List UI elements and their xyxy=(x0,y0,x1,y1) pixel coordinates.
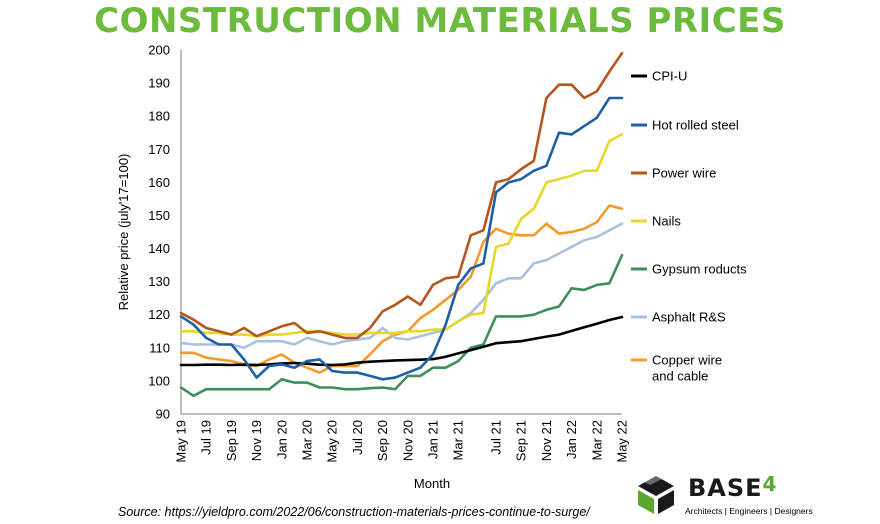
x-axis-ticks: May 19 Jul 19 Sep 19 Nov 19 Jan 20 Mar 20 May … xyxy=(174,420,630,463)
x-tick-label: Jan 20 xyxy=(274,420,289,459)
series-line-5 xyxy=(179,222,624,350)
logo-wordmark: BASE4 xyxy=(688,472,778,502)
legend-label: Nails xyxy=(652,214,681,229)
x-tick-label: Mar 20 xyxy=(300,420,315,460)
y-tick-label: 130 xyxy=(148,274,170,289)
legend-label: Power wire xyxy=(652,166,716,181)
legend-label: CPI-U xyxy=(652,69,687,84)
x-tick-label: May 22 xyxy=(615,420,630,463)
legend: CPI-U Hot rolled steel Power wire Nails Gyps… xyxy=(631,69,747,384)
legend-label: Gypsum roducts xyxy=(652,262,747,277)
x-tick-label: Sep 21 xyxy=(514,420,529,461)
base4-logo: BASE4 Architects | Engineers | Designers xyxy=(628,472,868,522)
legend-label: Hot rolled steel xyxy=(652,118,739,133)
series-line-0 xyxy=(179,315,624,367)
x-tick-label: Nov 21 xyxy=(539,420,554,461)
y-tick-label: 100 xyxy=(148,373,170,388)
y-tick-label: 180 xyxy=(148,109,170,124)
x-tick-label: May 20 xyxy=(325,420,340,463)
x-tick-label: Jul 20 xyxy=(350,420,365,455)
y-tick-label: 120 xyxy=(148,307,170,322)
series-line-4 xyxy=(179,253,624,398)
y-axis-label: Relative price (july'17=100) xyxy=(116,154,131,311)
series-lines xyxy=(179,51,624,398)
x-axis-label: Month xyxy=(414,476,450,491)
x-tick-label: Jul 21 xyxy=(489,420,504,455)
legend-label: Copper wire and cable xyxy=(652,353,722,384)
y-tick-label: 160 xyxy=(148,175,170,190)
x-tick-label: Jan 21 xyxy=(426,420,441,459)
x-tick-label: Jul 19 xyxy=(199,420,214,455)
x-tick-label: Mar 22 xyxy=(589,420,604,460)
cube-logo-icon xyxy=(638,476,674,514)
y-tick-label: 140 xyxy=(148,241,170,256)
source-caption: Source: https://yieldpro.com/2022/06/con… xyxy=(118,505,590,519)
x-tick-label: Jan 22 xyxy=(564,420,579,459)
chart-title: CONSTRUCTION MATERIALS PRICES xyxy=(94,1,786,41)
x-tick-label: Sep 20 xyxy=(375,420,390,461)
y-axis-ticks: 90 100 110 120 130 140 150 160 170 180 190 200 xyxy=(148,43,170,422)
legend-label: Asphalt R&S xyxy=(652,310,726,325)
x-tick-label: Nov 19 xyxy=(249,420,264,461)
y-tick-label: 200 xyxy=(148,43,170,58)
y-tick-label: 90 xyxy=(156,407,170,422)
y-tick-label: 170 xyxy=(148,142,170,157)
logo-tagline: Architects | Engineers | Designers xyxy=(685,506,813,516)
y-tick-label: 110 xyxy=(149,340,170,355)
y-tick-label: 190 xyxy=(148,76,170,91)
y-tick-label: 150 xyxy=(148,208,170,223)
x-tick-label: Nov 20 xyxy=(400,420,415,461)
series-line-2 xyxy=(179,51,624,340)
series-line-1 xyxy=(179,96,624,381)
x-tick-label: Sep 19 xyxy=(224,420,239,461)
x-tick-label: May 19 xyxy=(174,420,189,463)
series-line-3 xyxy=(179,133,624,338)
x-tick-label: Mar 21 xyxy=(451,420,466,460)
